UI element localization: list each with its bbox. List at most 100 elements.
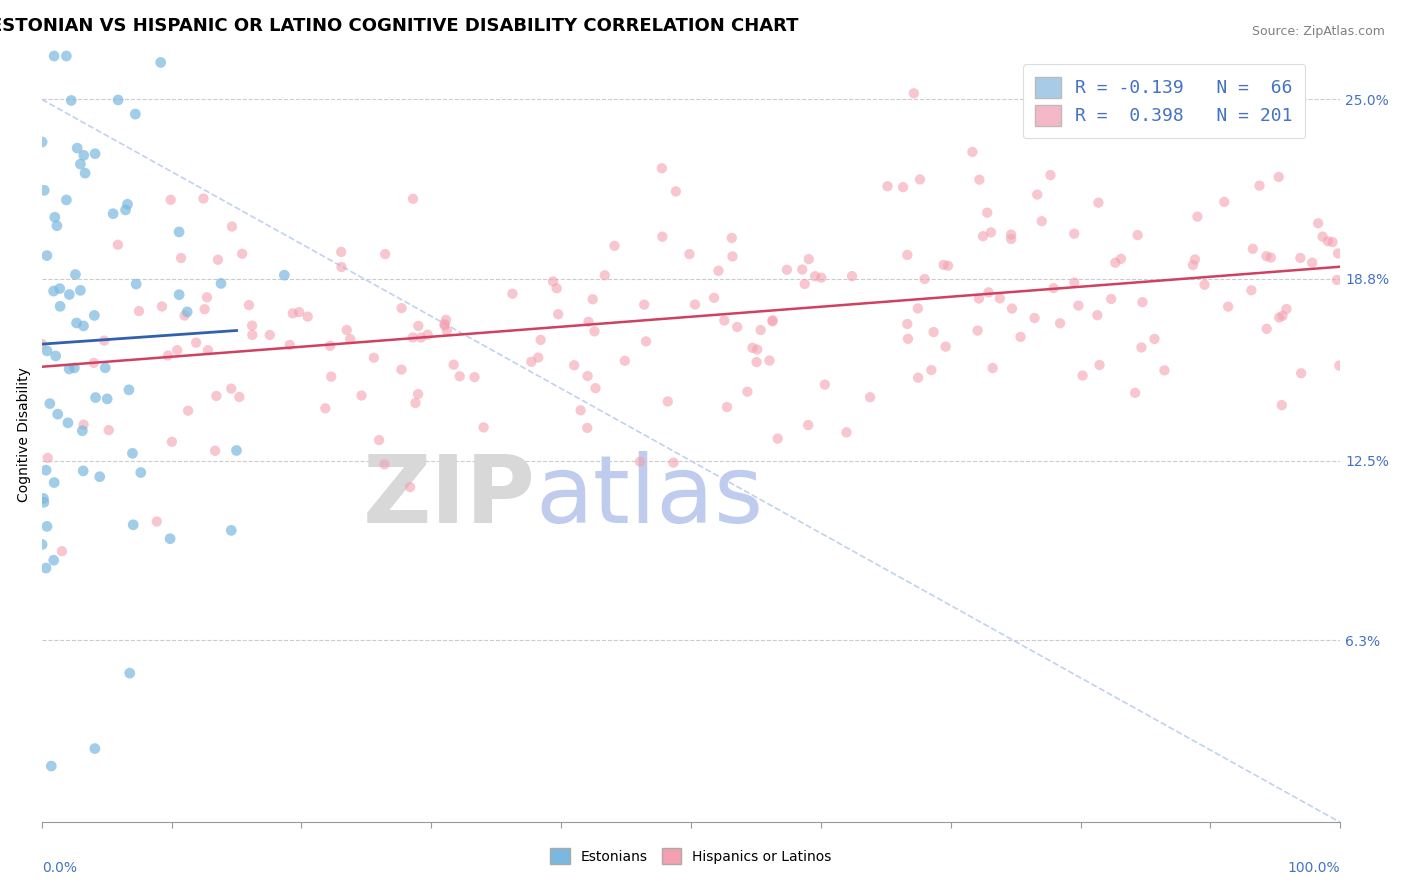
Point <box>177 403 200 417</box>
Point <box>835 425 858 440</box>
Text: 100.0%: 100.0% <box>1288 862 1340 875</box>
Point <box>967 292 990 306</box>
Point <box>634 334 657 349</box>
Point <box>1132 295 1154 310</box>
Point <box>31 336 53 351</box>
Point <box>69 284 91 298</box>
Point <box>976 205 998 219</box>
Point <box>1256 322 1278 336</box>
Point <box>657 394 679 409</box>
Point <box>745 355 768 369</box>
Point <box>128 304 150 318</box>
Point <box>205 389 228 403</box>
Point <box>1087 195 1109 210</box>
Point <box>1329 359 1351 373</box>
Point <box>259 328 281 343</box>
Point <box>1184 252 1206 267</box>
Point <box>146 515 169 529</box>
Point <box>204 443 226 458</box>
Point <box>83 741 105 756</box>
Point <box>278 338 301 352</box>
Point <box>1322 235 1344 249</box>
Point <box>797 252 820 267</box>
Point <box>373 458 395 472</box>
Point <box>897 332 920 346</box>
Point <box>42 553 65 567</box>
Point <box>45 349 67 363</box>
Point <box>72 417 94 432</box>
Point <box>1104 256 1126 270</box>
Point <box>89 469 111 483</box>
Point <box>314 401 336 416</box>
Point <box>159 532 181 546</box>
Point <box>651 161 673 176</box>
Point <box>1241 242 1264 256</box>
Point <box>1067 299 1090 313</box>
Point <box>32 183 55 197</box>
Point <box>562 358 585 372</box>
Y-axis label: Cognitive Disability: Cognitive Disability <box>17 368 31 502</box>
Point <box>725 320 748 334</box>
Point <box>720 231 742 245</box>
Point <box>321 369 343 384</box>
Point <box>1271 398 1294 412</box>
Point <box>363 351 385 365</box>
Point <box>93 334 115 348</box>
Point <box>44 49 66 63</box>
Point <box>207 252 229 267</box>
Point <box>35 249 58 263</box>
Point <box>988 292 1011 306</box>
Point <box>651 229 673 244</box>
Point <box>339 332 361 346</box>
Point <box>231 246 253 260</box>
Point <box>416 327 439 342</box>
Point <box>176 305 198 319</box>
Point <box>83 309 105 323</box>
Point <box>114 202 136 217</box>
Point <box>94 360 117 375</box>
Point <box>1275 301 1298 316</box>
Point <box>703 291 725 305</box>
Point <box>463 370 485 384</box>
Point <box>402 330 425 344</box>
Point <box>922 325 945 339</box>
Point <box>1301 255 1323 269</box>
Point <box>107 237 129 252</box>
Point <box>527 351 550 365</box>
Point <box>810 270 832 285</box>
Point <box>107 93 129 107</box>
Point <box>42 284 65 298</box>
Point <box>319 339 342 353</box>
Point <box>932 258 955 272</box>
Point <box>38 396 60 410</box>
Point <box>1010 330 1032 344</box>
Point <box>665 185 688 199</box>
Point <box>273 268 295 282</box>
Point <box>121 446 143 460</box>
Point <box>628 455 651 469</box>
Point <box>101 207 124 221</box>
Point <box>903 87 925 101</box>
Point <box>72 424 94 438</box>
Point <box>585 381 607 395</box>
Point <box>593 268 616 283</box>
Point <box>793 277 815 291</box>
Point <box>156 349 179 363</box>
Point <box>39 759 62 773</box>
Point <box>633 298 655 312</box>
Point <box>1218 300 1240 314</box>
Point <box>972 229 994 244</box>
Point <box>761 313 783 327</box>
Point <box>1271 309 1294 323</box>
Point <box>613 353 636 368</box>
Point <box>122 517 145 532</box>
Point <box>129 466 152 480</box>
Point <box>1000 232 1022 246</box>
Point <box>1099 292 1122 306</box>
Point <box>173 309 195 323</box>
Point <box>547 307 569 321</box>
Point <box>281 306 304 320</box>
Point <box>792 262 814 277</box>
Point <box>981 361 1004 376</box>
Text: 0.0%: 0.0% <box>42 862 77 875</box>
